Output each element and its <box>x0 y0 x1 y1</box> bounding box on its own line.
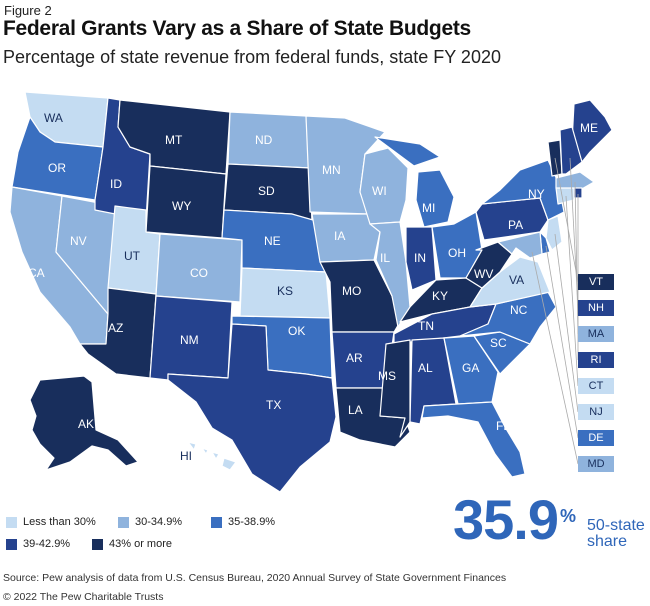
state-CT[interactable] <box>555 187 575 205</box>
state-IA[interactable] <box>311 213 381 263</box>
state-HI[interactable] <box>187 441 237 471</box>
source-note: Source: Pew analysis of data from U.S. C… <box>3 572 507 584</box>
figure-label: Figure 2 <box>4 3 52 18</box>
legend-label: Less than 30% <box>23 516 96 528</box>
legend-item-43-or-more: 43% or more <box>92 538 172 550</box>
state-MA[interactable] <box>555 171 595 191</box>
ne-box-RI[interactable]: RI <box>578 352 614 368</box>
legend-swatch <box>211 516 222 528</box>
label-NY: NY <box>528 187 545 201</box>
ne-box-MA[interactable]: MA <box>578 326 614 342</box>
label-ID: ID <box>110 177 122 191</box>
state-NJ[interactable] <box>545 215 563 251</box>
state-IL[interactable] <box>369 221 411 328</box>
label-GA: GA <box>462 361 479 375</box>
label-NV: NV <box>70 234 87 248</box>
state-MI[interactable] <box>374 136 455 228</box>
label-CA: CA <box>28 266 45 280</box>
label-MN: MN <box>322 163 341 177</box>
ne-box-MD[interactable]: MD <box>578 456 614 472</box>
legend-label: 43% or more <box>109 538 172 550</box>
label-AL: AL <box>418 361 433 375</box>
fifty-state-share-value: 35.9 <box>453 488 559 551</box>
ne-box-VT[interactable]: VT <box>578 274 614 290</box>
ne-box-DE[interactable]: DE <box>578 430 614 446</box>
state-TX[interactable] <box>167 323 337 493</box>
state-GA[interactable] <box>443 335 499 405</box>
fifty-state-share-label: 50-state share <box>587 518 650 550</box>
label-IN: IN <box>414 251 426 265</box>
label-SD: SD <box>258 184 275 198</box>
label-LA: LA <box>348 403 363 417</box>
ne-box-CT[interactable]: CT <box>578 378 614 394</box>
legend-label: 35-38.9% <box>228 516 276 528</box>
legend-item-less-than-30: Less than 30% <box>6 516 96 528</box>
label-KY: KY <box>432 289 448 303</box>
label-HI: HI <box>180 449 192 463</box>
label-WI: WI <box>372 184 387 198</box>
label-TN: TN <box>418 319 434 333</box>
legend-item-39-42-9: 39-42.9% <box>6 538 70 550</box>
label-AZ: AZ <box>108 321 123 335</box>
label-MS: MS <box>378 369 396 383</box>
label-VA: VA <box>509 273 524 287</box>
label-WV: WV <box>474 267 493 281</box>
label-NC: NC <box>510 303 528 317</box>
label-MI: MI <box>422 201 435 215</box>
state-AK[interactable] <box>29 375 139 471</box>
state-WI[interactable] <box>359 147 409 225</box>
legend-item-35-38-9: 35-38.9% <box>211 516 275 528</box>
label-OK: OK <box>288 324 305 338</box>
label-ND: ND <box>255 133 273 147</box>
legend-swatch <box>6 516 17 528</box>
chart-subtitle: Percentage of state revenue from federal… <box>3 47 501 67</box>
state-VA[interactable] <box>469 256 551 308</box>
label-MT: MT <box>165 133 183 147</box>
share-label-line2: share <box>587 533 628 550</box>
label-SC: SC <box>490 336 507 350</box>
label-OR: OR <box>48 161 66 175</box>
state-MD[interactable] <box>497 231 543 259</box>
legend-label: 30-34.9% <box>135 516 183 528</box>
copyright-note: © 2022 The Pew Charitable Trusts <box>3 591 164 603</box>
label-WY: WY <box>172 199 191 213</box>
state-FL[interactable] <box>421 401 526 478</box>
label-PA: PA <box>508 218 523 232</box>
state-MO[interactable] <box>319 259 401 333</box>
state-MS[interactable] <box>379 339 411 438</box>
label-AK: AK <box>78 417 94 431</box>
label-KS: KS <box>277 284 293 298</box>
fifty-state-share-unit: % <box>560 506 577 526</box>
share-label-line1: 50-state <box>587 517 645 534</box>
label-CO: CO <box>190 266 208 280</box>
label-FL: FL <box>496 419 510 433</box>
label-AR: AR <box>346 351 363 365</box>
label-NE: NE <box>264 234 281 248</box>
label-IA: IA <box>334 229 345 243</box>
label-NM: NM <box>180 333 199 347</box>
chart-title: Federal Grants Vary as a Share of State … <box>3 17 471 40</box>
label-IL: IL <box>380 251 390 265</box>
state-labels: WA OR CA NV ID MT WY UT AZ CO NM ND SD N… <box>28 111 598 463</box>
legend-item-30-34-9: 30-34.9% <box>118 516 182 528</box>
legend-label: 39-42.9% <box>23 538 71 550</box>
label-MO: MO <box>342 284 361 298</box>
label-UT: UT <box>124 249 141 263</box>
state-IN[interactable] <box>405 226 437 291</box>
label-ME: ME <box>580 121 598 135</box>
us-map: WA OR CA NV ID MT WY UT AZ CO NM ND SD N… <box>9 91 613 493</box>
label-TX: TX <box>266 398 281 412</box>
state-NH[interactable] <box>559 126 583 175</box>
legend-swatch <box>92 538 103 550</box>
ne-box-NH[interactable]: NH <box>578 300 614 316</box>
label-OH: OH <box>448 246 466 260</box>
legend-swatch <box>6 538 17 550</box>
legend-swatch <box>118 516 129 528</box>
label-WA: WA <box>44 111 63 125</box>
ne-box-NJ[interactable]: NJ <box>578 404 614 420</box>
